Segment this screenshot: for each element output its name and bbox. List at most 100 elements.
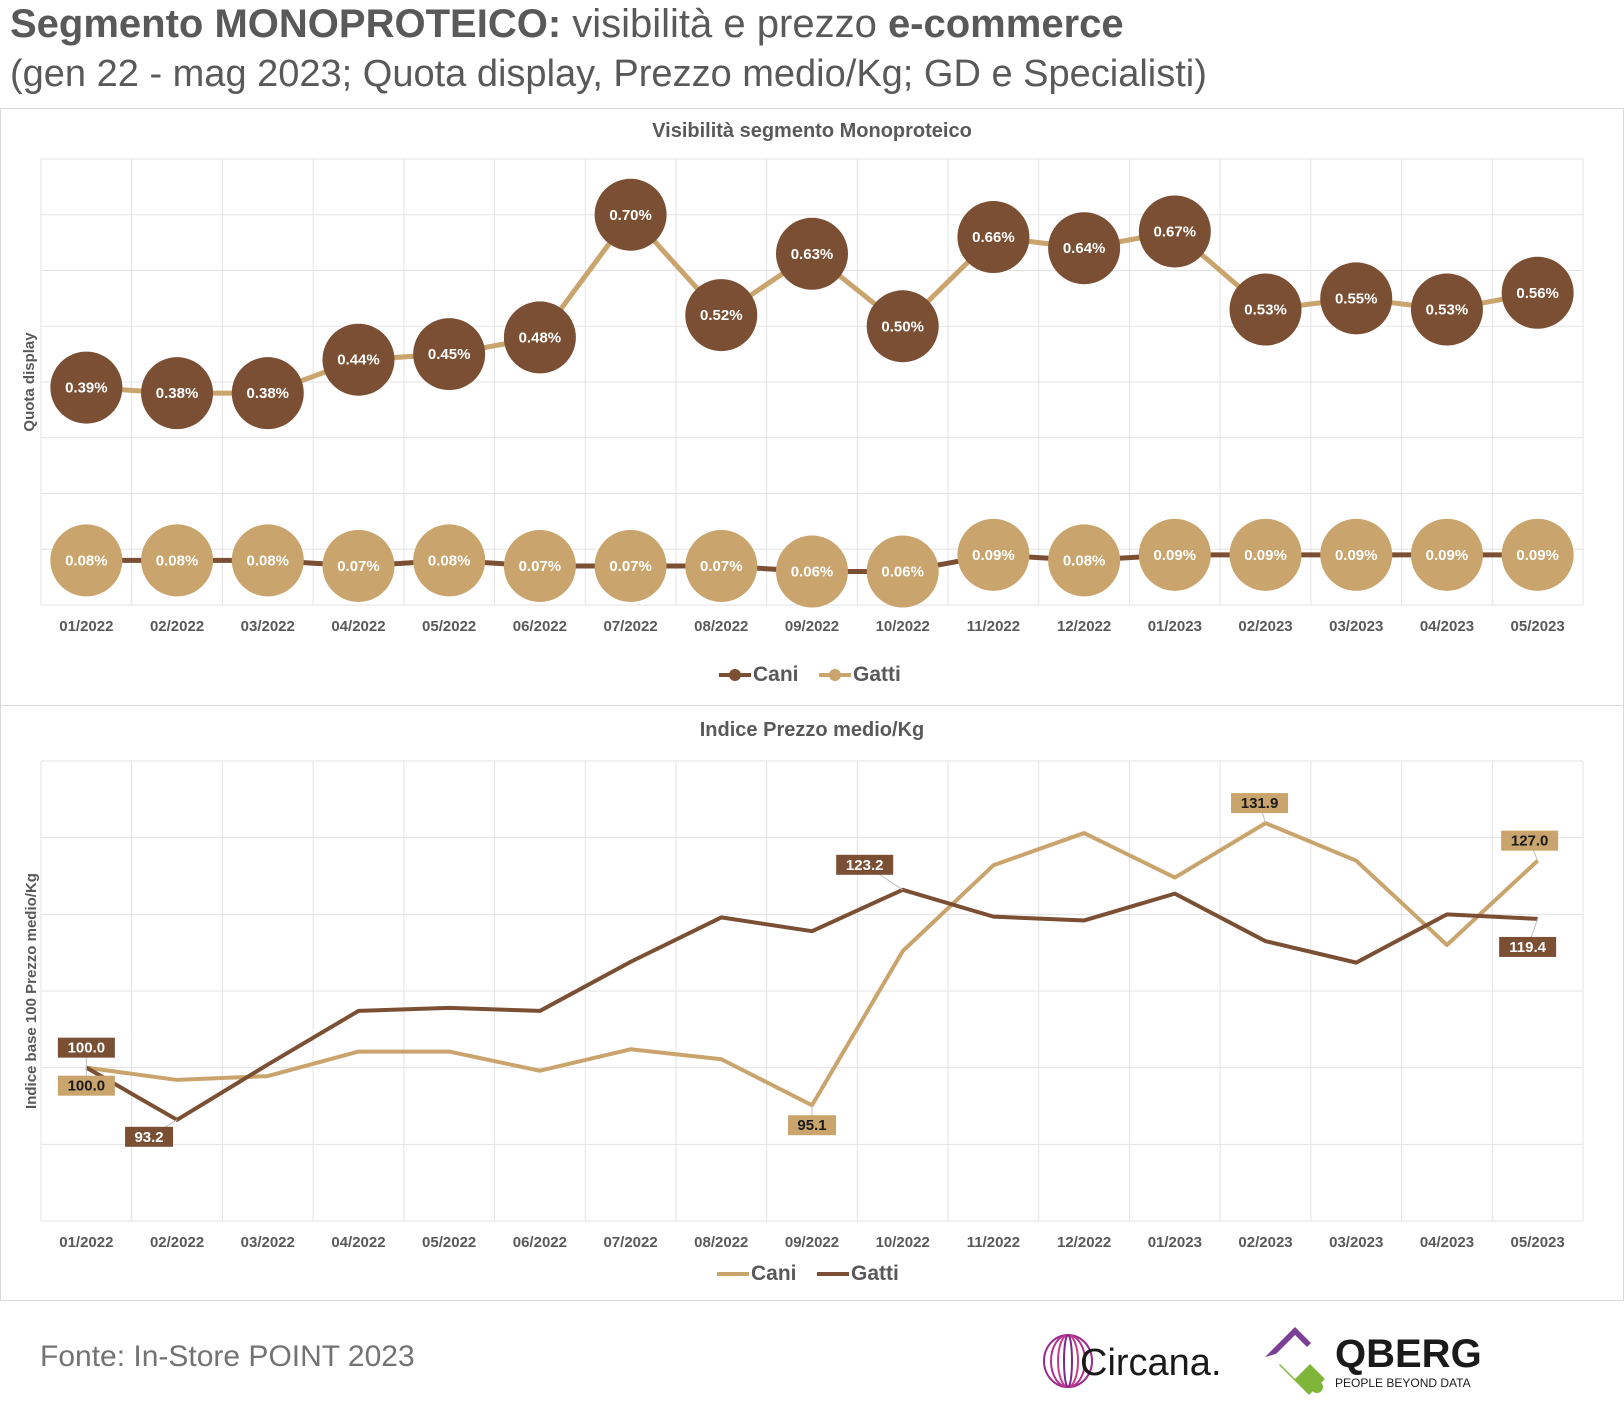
x-tick-label: 11/2022 (967, 1234, 1020, 1251)
data-label-box-cani (1501, 830, 1559, 851)
x-tick-label: 02/2023 (1238, 1234, 1292, 1251)
visibility-chart-panel: Visibilità segmento Monoproteico Quota di… (0, 108, 1624, 706)
legend-label-cani: Cani (753, 663, 799, 686)
data-point-gatti (322, 529, 395, 602)
x-tick-label: 03/2023 (1329, 1234, 1383, 1251)
x-tick-label: 05/2022 (422, 618, 476, 635)
data-label-cani: 0.48% (519, 329, 562, 346)
y-axis-label: Quota display (21, 332, 38, 432)
data-point-cani (322, 323, 395, 396)
data-label-cani: 0.52% (700, 307, 743, 324)
data-label-gatti: 0.08% (428, 552, 471, 569)
data-label-cani: 131.9 (1241, 795, 1279, 812)
data-label-box-cani (788, 1115, 836, 1136)
data-point-gatti (231, 524, 304, 597)
title-bold-1: Segmento MONOPROTEICO: (10, 2, 562, 46)
data-label-box-gatti (836, 854, 894, 875)
circana-logo: Circana. (1043, 1334, 1222, 1388)
data-label-cani: 0.45% (428, 346, 471, 363)
source-note: Fonte: In-Store POINT 2023 (40, 1340, 415, 1373)
qberg-wordmark: QBERG (1335, 1332, 1482, 1376)
x-tick-label: 01/2022 (59, 618, 113, 635)
price-chart-panel: Indice Prezzo medio/Kg Indice base 100 Pr… (0, 705, 1624, 1301)
y-axis-label: Indice base 100 Prezzo medio/Kg (23, 873, 40, 1109)
x-tick-label: 11/2022 (967, 618, 1020, 635)
legend-marker-cani (729, 669, 741, 681)
data-label-cani: 0.55% (1335, 290, 1378, 307)
data-point-gatti (1501, 518, 1574, 591)
data-label-gatti: 0.07% (700, 558, 743, 575)
data-label-gatti: 0.09% (1516, 547, 1559, 564)
x-tick-label: 01/2023 (1148, 1234, 1202, 1251)
data-point-gatti (1410, 518, 1483, 591)
x-tick-label: 01/2022 (59, 1234, 113, 1251)
x-tick-label: 04/2022 (331, 618, 385, 635)
data-point-cani (413, 318, 486, 391)
data-point-gatti (1048, 524, 1121, 597)
data-label-box-gatti (57, 1037, 115, 1058)
data-point-gatti (413, 524, 486, 597)
x-tick-label: 06/2022 (513, 618, 567, 635)
x-tick-label: 01/2023 (1148, 618, 1202, 635)
data-label-cani: 0.50% (881, 318, 924, 335)
data-label-cani: 100.0 (68, 1078, 106, 1095)
data-point-cani (685, 279, 758, 352)
data-label-cani: 0.39% (65, 380, 108, 397)
circana-wordmark: Circana. (1080, 1342, 1222, 1384)
legend-label-cani: Cani (751, 1262, 797, 1285)
data-point-gatti (957, 518, 1030, 591)
x-tick-label: 05/2022 (422, 1234, 476, 1251)
qberg-tagline: PEOPLE BEYOND DATA (1335, 1376, 1471, 1390)
data-point-gatti (1320, 518, 1393, 591)
data-label-cani: 0.66% (972, 229, 1015, 246)
page-title: Segmento MONOPROTEICO: visibilità e prez… (10, 2, 1124, 47)
data-label-gatti: 0.07% (519, 558, 562, 575)
x-tick-label: 07/2022 (603, 618, 657, 635)
data-label-gatti: 0.08% (246, 552, 289, 569)
legend-marker-gatti (829, 669, 841, 681)
legend-label-gatti: Gatti (851, 1262, 899, 1285)
data-point-cani (1048, 212, 1121, 285)
chart-title: Visibilità segmento Monoproteico (652, 120, 972, 142)
data-label-gatti: 0.07% (337, 558, 380, 575)
x-tick-label: 07/2022 (603, 1234, 657, 1251)
data-label-gatti: 0.08% (65, 552, 108, 569)
data-label-gatti: 93.2 (134, 1129, 163, 1146)
title-bold-2: e-commerce (887, 2, 1124, 46)
data-point-cani (1501, 256, 1574, 329)
qberg-mark-icon (1265, 1327, 1325, 1395)
data-point-gatti (503, 529, 576, 602)
data-label-cani: 0.70% (609, 207, 652, 224)
data-label-cani: 0.64% (1063, 240, 1106, 257)
x-tick-label: 03/2022 (241, 618, 295, 635)
title-normal: visibilità e prezzo (561, 2, 888, 46)
data-point-gatti (141, 524, 214, 597)
x-tick-label: 12/2022 (1057, 1234, 1111, 1251)
qberg-logo: QBERG PEOPLE BEYOND DATA (1265, 1327, 1482, 1395)
data-label-cani: 0.63% (791, 246, 834, 263)
legend-label-gatti: Gatti (853, 663, 901, 686)
data-point-cani (1410, 273, 1483, 346)
data-label-gatti: 0.09% (1426, 547, 1469, 564)
data-point-cani (776, 217, 848, 290)
data-point-cani (1138, 195, 1211, 268)
data-point-gatti (776, 535, 848, 608)
data-label-gatti: 0.08% (156, 552, 199, 569)
page-subtitle: (gen 22 - mag 2023; Quota display, Prezz… (10, 53, 1207, 95)
circana-mark-icon (1043, 1334, 1093, 1388)
data-label-gatti: 0.09% (1244, 547, 1287, 564)
x-tick-label: 02/2023 (1238, 618, 1292, 635)
data-label-cani: 0.38% (156, 385, 199, 402)
data-point-gatti (1138, 518, 1211, 591)
data-label-gatti: 0.09% (972, 547, 1015, 564)
data-label-gatti: 0.08% (1063, 552, 1106, 569)
series-line-cani (86, 821, 1540, 1108)
data-point-gatti (1229, 518, 1302, 591)
x-tick-label: 05/2023 (1511, 618, 1565, 635)
data-label-gatti: 0.06% (881, 564, 924, 581)
x-tick-label: 02/2022 (150, 1234, 204, 1251)
data-label-cani: 95.1 (797, 1117, 826, 1134)
data-point-cani (141, 357, 214, 430)
x-tick-label: 03/2022 (241, 1234, 295, 1251)
x-tick-label: 10/2022 (876, 618, 930, 635)
